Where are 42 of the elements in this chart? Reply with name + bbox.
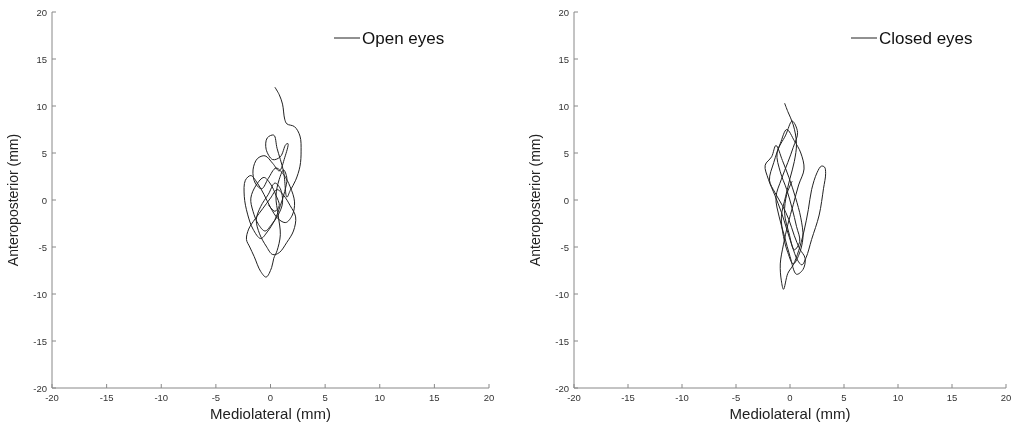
line-series — [243, 86, 302, 278]
x-tick-label: 10 — [374, 392, 386, 403]
legend-label: Closed eyes — [879, 29, 973, 48]
x-tick-label: -15 — [99, 392, 114, 403]
line-series — [764, 102, 827, 290]
y-tick-label: 0 — [563, 194, 569, 206]
legend-label: Open eyes — [362, 29, 445, 48]
y-tick-label: -10 — [33, 288, 47, 300]
y-tick-label: -5 — [38, 241, 47, 253]
x-tick-label: 15 — [946, 392, 958, 403]
x-axis-title: Mediolateral (mm) — [210, 405, 331, 422]
x-tick-label: 0 — [787, 392, 793, 403]
x-tick-label: 10 — [892, 392, 904, 403]
y-tick-label: 5 — [563, 147, 569, 159]
y-tick-label: -20 — [555, 382, 569, 394]
y-tick-label: 5 — [41, 147, 47, 159]
x-tick-label: 0 — [267, 392, 274, 403]
y-tick-label: -15 — [33, 335, 47, 347]
y-tick-label: 10 — [36, 100, 47, 112]
x-axis-title: Mediolateral (mm) — [729, 405, 851, 422]
x-tick-label: -15 — [621, 392, 635, 403]
x-tick-label: -10 — [154, 392, 169, 403]
y-tick-label: -5 — [560, 241, 569, 253]
x-tick-label: -10 — [675, 392, 689, 403]
y-tick-label: -15 — [555, 335, 569, 347]
y-tick-label: 15 — [558, 53, 569, 65]
x-tick-label: 20 — [1000, 392, 1012, 403]
x-tick-label: 15 — [429, 392, 440, 403]
y-tick-label: 15 — [36, 53, 47, 65]
y-tick-label: 0 — [41, 194, 47, 206]
x-tick-label: -5 — [211, 392, 221, 403]
x-tick-label: 5 — [322, 392, 328, 403]
y-tick-label: -10 — [555, 288, 569, 300]
y-tick-label: 20 — [558, 6, 569, 18]
y-tick-label: 10 — [558, 100, 569, 112]
x-tick-label: -5 — [731, 392, 741, 403]
y-tick-label: 20 — [36, 6, 47, 18]
y-axis-title: Anteroposterior (mm) — [5, 133, 21, 267]
y-tick-label: -20 — [33, 382, 47, 394]
x-tick-label: 5 — [841, 392, 847, 403]
y-axis-title: Anteroposterior (mm) — [527, 133, 543, 267]
x-tick-label: 20 — [483, 392, 495, 403]
